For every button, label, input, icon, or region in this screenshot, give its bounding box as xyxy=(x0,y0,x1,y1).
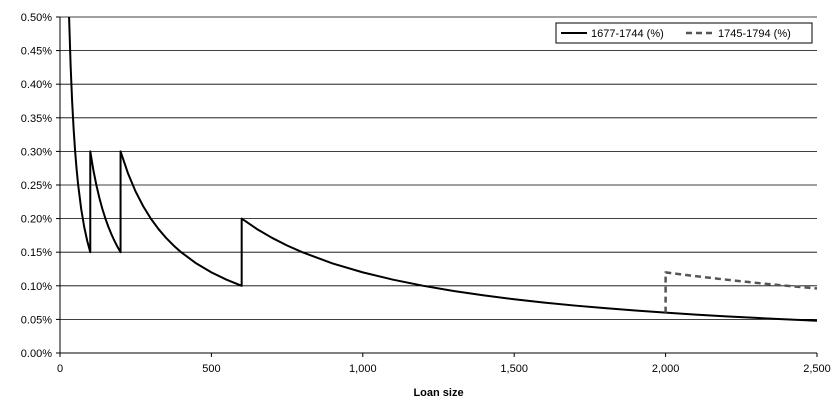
legend-label-series-1: 1677-1744 (%) xyxy=(591,28,664,40)
y-tick-label: 0.50% xyxy=(21,12,52,24)
x-tick-label: 2,000 xyxy=(652,363,680,375)
y-tick-label: 0.30% xyxy=(21,146,52,158)
series-lines xyxy=(68,16,818,322)
y-tick-label: 0.20% xyxy=(21,214,52,226)
legend-label-series-2: 1745-1794 (%) xyxy=(718,28,791,40)
y-tick-label: 0.10% xyxy=(21,281,52,293)
y-tick-label: 0.25% xyxy=(21,180,52,192)
axes: 0.00% 0.05% 0.10% 0.15% 0.20% 0.25% 0.30% 0.35%… xyxy=(21,12,831,375)
y-tick-label: 0.45% xyxy=(21,46,52,58)
x-tick-label: 2,500 xyxy=(803,363,831,375)
x-tick-label: 0 xyxy=(57,363,63,375)
x-tick-label: 1,000 xyxy=(349,363,377,375)
legend: 1677-1744 (%) 1745-1794 (%) xyxy=(555,22,813,44)
legend-box xyxy=(555,22,813,44)
gridlines xyxy=(60,16,817,320)
y-tick-label: 0.40% xyxy=(21,79,52,91)
y-tick-label: 0.00% xyxy=(21,348,52,360)
y-tick-label: 0.15% xyxy=(21,247,52,259)
x-tick-label: 500 xyxy=(202,363,220,375)
series-line-1 xyxy=(68,16,818,322)
y-tick-label: 0.35% xyxy=(21,113,52,125)
y-tick-label: 0.05% xyxy=(21,314,52,326)
x-axis-title: Loan size xyxy=(413,387,463,399)
series-line-2 xyxy=(664,271,818,313)
x-tick-label: 1,500 xyxy=(500,363,528,375)
